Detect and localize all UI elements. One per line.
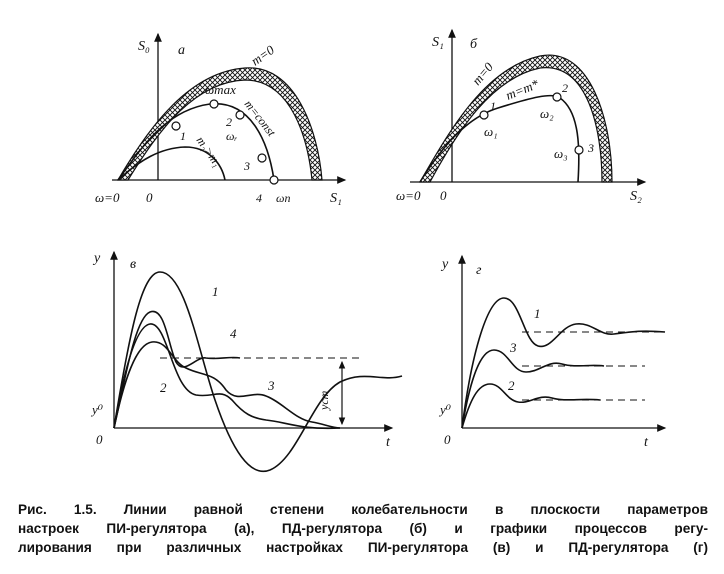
panel-a-point-4-label: 4	[256, 191, 262, 205]
panel-d-curve-2	[461, 383, 601, 429]
panel-b-point-1-label: 1	[490, 99, 496, 113]
panel-a-point-1-label: 1	[180, 129, 186, 143]
panel-b-x-label: S₂	[630, 189, 642, 204]
panel-d-x-label: t	[644, 435, 649, 450]
panel-c-y0-label: y⁰	[90, 402, 104, 417]
panel-c-y-label: y	[92, 251, 101, 266]
panel-b-curve-m-star	[419, 94, 580, 183]
panel-a-omega-pi: ωп	[276, 191, 290, 205]
panel-a-letter: а	[178, 43, 185, 58]
panel-c-curve-2-label: 2	[160, 380, 167, 395]
panel-d-curve-2-label: 2	[508, 378, 515, 393]
panel-d-curve-1-label: 1	[534, 306, 541, 321]
panel-b-origin-omega: ω=0	[396, 188, 421, 203]
panel-d-curve-3	[461, 349, 605, 429]
panel-b: S₁ б m=0 m=m* 2 1 ω₁ ω₂ ω₃ 3 ω=0 0 S₂	[396, 28, 647, 204]
panel-a-point-1	[171, 121, 181, 131]
panel-c-curve-4-label: 4	[230, 326, 237, 341]
panel-b-point-3-label: 3	[587, 141, 594, 155]
panel-c-origin: 0	[96, 432, 103, 447]
panel-d: y г 1 3 2 y⁰ 0 t	[438, 254, 667, 450]
panel-c: y в 1 4 2 3 yст y⁰ 0 t	[90, 250, 403, 473]
panel-c-curve-1-label: 1	[212, 284, 219, 299]
panel-a-curve-inner	[117, 146, 226, 181]
panel-a-omega-max: ωmax	[205, 82, 236, 97]
panel-d-curve-1	[461, 297, 666, 429]
panel-b-y-label: S₁	[432, 35, 444, 50]
panel-a-point-4	[269, 175, 279, 185]
panel-b-point-1	[479, 110, 489, 120]
figure-caption: Рис. 1.5. Линии равной степени колебател…	[18, 500, 708, 557]
panel-a: S₀ а m=0 ωmax 1 2 ωᵣ m=const m₂>m₁ 3 ω=0…	[95, 32, 347, 206]
panel-d-origin: 0	[444, 432, 451, 447]
panel-b-stability-band	[418, 54, 613, 183]
panel-d-curve-3-label: 3	[509, 340, 517, 355]
panel-b-point-2	[552, 92, 562, 102]
panel-a-inner-label: m₂>m₁	[194, 134, 225, 170]
panel-d-letter: г	[476, 263, 482, 278]
panel-d-y-label: y	[440, 257, 449, 272]
panel-b-omega-1: ω₁	[484, 124, 498, 139]
caption-line-2: настроек ПИ-регулятора (а), ПД-регулятор…	[18, 521, 708, 536]
panel-c-curve-2	[113, 323, 341, 430]
panel-a-stability-band	[116, 67, 323, 181]
panel-c-x-label: t	[386, 435, 391, 450]
panel-a-y-label: S₀	[138, 39, 150, 54]
caption-line-1: Рис. 1.5. Линии равной степени колебател…	[18, 502, 708, 517]
panel-c-letter: в	[130, 257, 136, 272]
figure: S₀ а m=0 ωmax 1 2 ωᵣ m=const m₂>m₁ 3 ω=0…	[90, 28, 667, 473]
panel-c-curve-1	[113, 271, 403, 473]
panel-a-origin-omega: ω=0	[95, 190, 120, 205]
panel-a-point-3	[257, 153, 267, 163]
panel-a-point-2-label: 2	[226, 115, 232, 129]
panel-a-x-label: S₁	[330, 191, 342, 206]
panel-a-point-max	[209, 99, 219, 109]
panel-b-origin: 0	[440, 188, 447, 203]
panel-c-yst-label: yст	[317, 390, 331, 411]
panel-c-curve-3-label: 3	[267, 378, 275, 393]
panel-a-point-2	[235, 110, 245, 120]
panel-a-omega-r: ωᵣ	[226, 129, 237, 143]
panel-b-omega-3: ω₃	[554, 146, 568, 161]
caption-line-3: лирования при различных настройках ПИ-ре…	[18, 540, 708, 555]
panel-a-point-3-label: 3	[243, 159, 250, 173]
panel-b-point-3	[574, 145, 584, 155]
panel-a-m0-label: m=0	[248, 42, 277, 69]
panel-c-curve-3	[113, 341, 341, 429]
panel-d-y0-label: y⁰	[438, 402, 452, 417]
panel-b-letter: б	[470, 37, 478, 52]
panel-a-origin: 0	[146, 190, 153, 205]
panel-b-omega-2: ω₂	[540, 106, 554, 121]
panel-b-point-2-label: 2	[562, 81, 568, 95]
